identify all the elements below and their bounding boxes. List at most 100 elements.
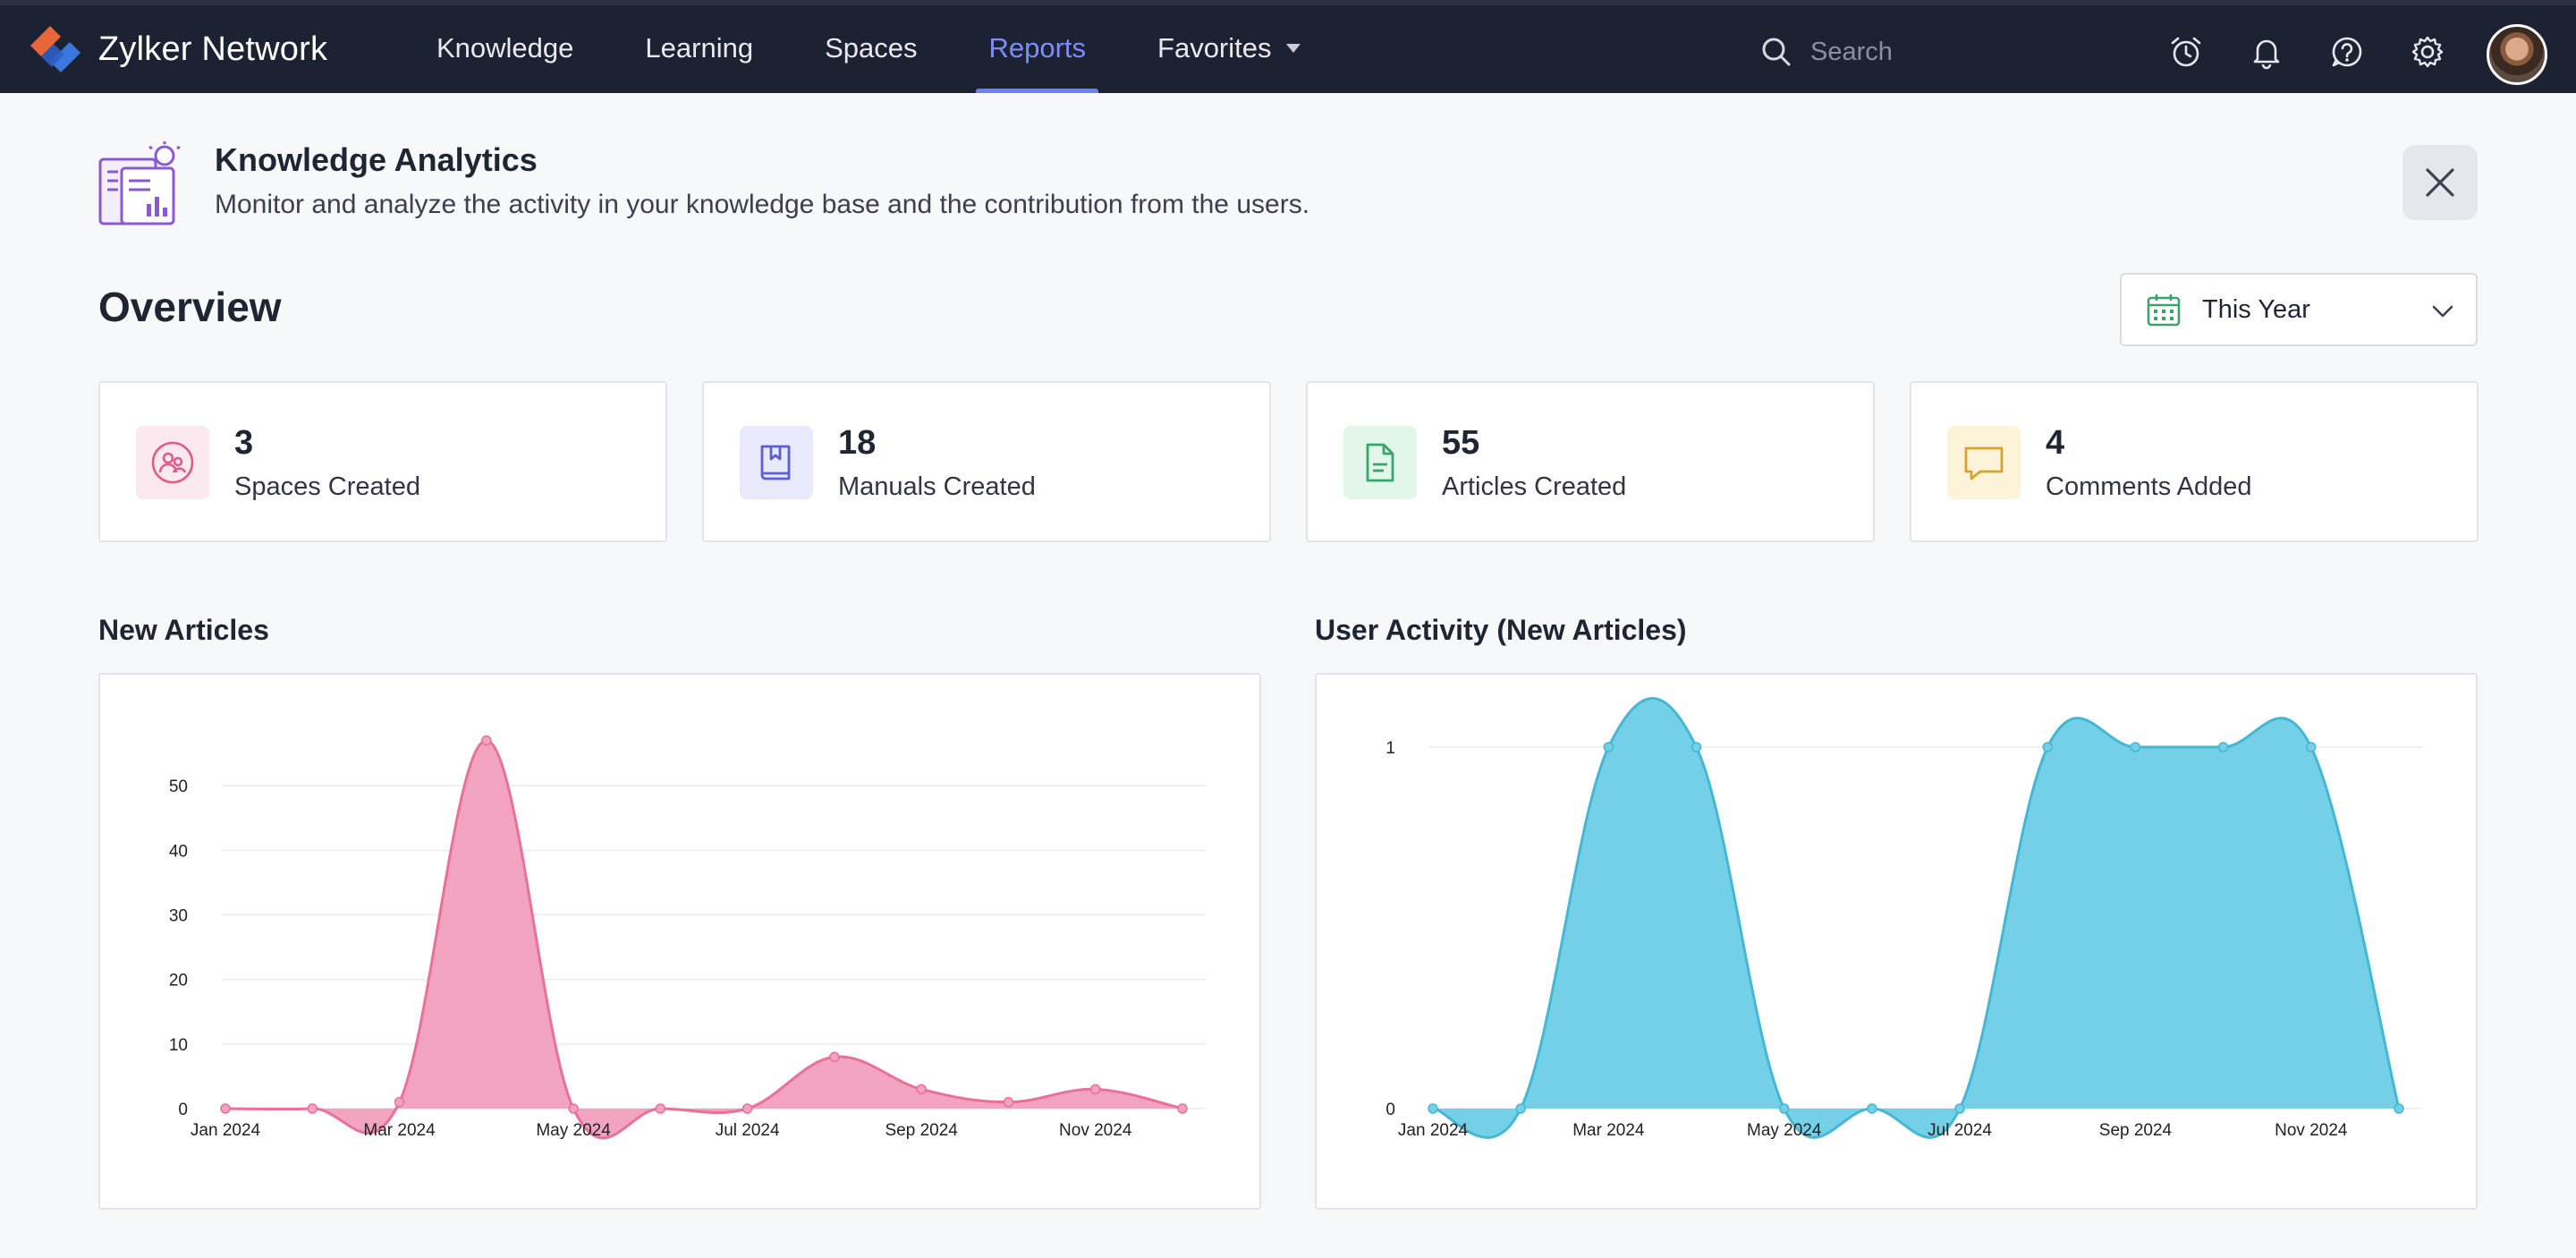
y-tick-label: 10 — [169, 1036, 188, 1055]
zylker-logo-icon — [30, 26, 80, 72]
chart-title-new-articles: New Articles — [98, 614, 269, 646]
y-tick-label: 1 — [1385, 739, 1395, 758]
data-point[interactable] — [568, 1103, 579, 1114]
comment-bubble-icon — [1947, 426, 2021, 499]
data-point[interactable] — [829, 1051, 840, 1063]
data-point[interactable] — [655, 1103, 666, 1114]
nav-reports[interactable]: Reports — [963, 5, 1111, 93]
data-point[interactable] — [1515, 1103, 1526, 1114]
nav-learning-label: Learning — [645, 32, 754, 64]
caret-down-icon — [1285, 43, 1301, 53]
period-dropdown[interactable]: This Year — [2120, 273, 2478, 346]
top-icons — [2168, 34, 2490, 70]
page-title: Knowledge Analytics — [215, 141, 538, 178]
data-point[interactable] — [307, 1103, 318, 1114]
y-tick-label: 0 — [1385, 1101, 1395, 1119]
nav-favorites-label: Favorites — [1157, 32, 1272, 64]
data-point[interactable] — [1867, 1103, 1877, 1114]
search-box[interactable] — [1760, 32, 2079, 72]
x-tick-label: Mar 2024 — [363, 1121, 436, 1140]
x-tick-label: Nov 2024 — [2275, 1121, 2348, 1140]
page-subtitle: Monitor and analyze the activity in your… — [215, 190, 1310, 219]
nav-spaces-label: Spaces — [825, 32, 918, 64]
stat-card-spaces: 3 Spaces Created — [98, 381, 667, 542]
y-tick-label: 50 — [169, 778, 188, 796]
manual-book-icon — [740, 426, 813, 499]
search-input[interactable] — [1810, 37, 2079, 67]
spaces-icon — [136, 426, 209, 499]
knowledge-analytics-icon — [98, 141, 181, 225]
data-point[interactable] — [481, 735, 492, 746]
data-point[interactable] — [916, 1084, 927, 1095]
data-point[interactable] — [1428, 1103, 1438, 1114]
x-tick-label: Jan 2024 — [1398, 1121, 1469, 1140]
user-avatar[interactable] — [2487, 24, 2547, 85]
new-articles-line — [225, 739, 1183, 1140]
app-name: Zylker Network — [98, 30, 328, 68]
nav-spaces[interactable]: Spaces — [800, 5, 942, 93]
chart-panel-new-articles: 0 10 20 30 40 50 Jan 2024 Mar 2024 May 2024 Jul 2… — [98, 673, 1261, 1210]
stat-label: Comments Added — [2046, 472, 2252, 501]
search-icon — [1762, 38, 1791, 66]
stat-label: Manuals Created — [838, 472, 1036, 501]
x-tick-label: Jul 2024 — [1928, 1121, 1992, 1140]
data-point[interactable] — [1690, 742, 1702, 752]
x-tick-label: May 2024 — [536, 1121, 611, 1140]
data-point[interactable] — [741, 1103, 753, 1114]
data-point[interactable] — [2306, 742, 2317, 752]
stat-label: Articles Created — [1442, 472, 1627, 501]
data-point[interactable] — [220, 1103, 231, 1114]
overview-title: Overview — [98, 284, 282, 330]
stat-value: 3 — [234, 424, 254, 462]
gear-icon[interactable] — [2410, 34, 2445, 70]
article-document-icon — [1343, 426, 1417, 499]
data-point[interactable] — [2042, 742, 2054, 752]
brand[interactable]: Zylker Network — [25, 20, 327, 79]
help-icon[interactable] — [2329, 34, 2365, 70]
user-activity-chart: 0 1 Jan 2024 Mar 2024 May 2024 Jul 2024 Sep 20… — [1385, 696, 2422, 1140]
data-point[interactable] — [1603, 742, 1614, 752]
chart-panel-user-activity: 0 1 Jan 2024 Mar 2024 May 2024 Jul 2024 Sep 20… — [1315, 673, 2478, 1210]
data-point[interactable] — [1089, 1084, 1101, 1095]
data-point[interactable] — [1954, 1103, 1965, 1114]
y-tick-label: 0 — [178, 1101, 188, 1119]
stat-card-articles: 55 Articles Created — [1306, 381, 1875, 542]
x-tick-label: Sep 2024 — [886, 1121, 959, 1140]
top-navigation-bar: Zylker Network Knowledge Learning Spaces… — [0, 0, 2576, 93]
calendar-icon — [2147, 294, 2181, 327]
data-point[interactable] — [1177, 1103, 1188, 1114]
alarm-clock-icon[interactable] — [2168, 34, 2204, 70]
x-tick-label: Jan 2024 — [191, 1121, 261, 1140]
nav-knowledge[interactable]: Knowledge — [411, 5, 598, 93]
data-point[interactable] — [2217, 742, 2229, 752]
stat-label: Spaces Created — [234, 472, 420, 501]
x-tick-label: Nov 2024 — [1059, 1121, 1132, 1140]
y-tick-label: 40 — [169, 842, 188, 861]
stat-card-manuals: 18 Manuals Created — [702, 381, 1271, 542]
nav-reports-label: Reports — [988, 32, 1087, 64]
data-point[interactable] — [1003, 1097, 1014, 1108]
x-tick-label: Sep 2024 — [2099, 1121, 2173, 1140]
x-tick-label: Jul 2024 — [716, 1121, 780, 1140]
bell-icon[interactable] — [2249, 34, 2284, 70]
x-tick-label: May 2024 — [1747, 1121, 1822, 1140]
new-articles-area — [225, 740, 1182, 1138]
data-point[interactable] — [394, 1097, 405, 1108]
close-button[interactable] — [2402, 145, 2478, 220]
main-nav: Knowledge Learning Spaces Reports Favori… — [411, 5, 1347, 93]
data-point[interactable] — [1778, 1103, 1790, 1114]
stat-value: 4 — [2046, 424, 2065, 462]
nav-favorites[interactable]: Favorites — [1132, 5, 1325, 93]
data-point[interactable] — [2130, 742, 2141, 752]
stat-card-comments: 4 Comments Added — [1910, 381, 2479, 542]
user-activity-line — [1432, 696, 2401, 1139]
nav-knowledge-label: Knowledge — [436, 32, 574, 64]
user-activity-area — [1433, 698, 2399, 1138]
period-value: This Year — [2202, 294, 2310, 324]
data-point[interactable] — [2394, 1103, 2404, 1114]
stat-value: 55 — [1442, 424, 1480, 462]
x-tick-label: Mar 2024 — [1572, 1121, 1645, 1140]
chevron-down-icon — [2432, 305, 2453, 318]
nav-learning[interactable]: Learning — [620, 5, 778, 93]
new-articles-chart: 0 10 20 30 40 50 Jan 2024 Mar 2024 May 2024 Jul 2… — [169, 735, 1206, 1140]
